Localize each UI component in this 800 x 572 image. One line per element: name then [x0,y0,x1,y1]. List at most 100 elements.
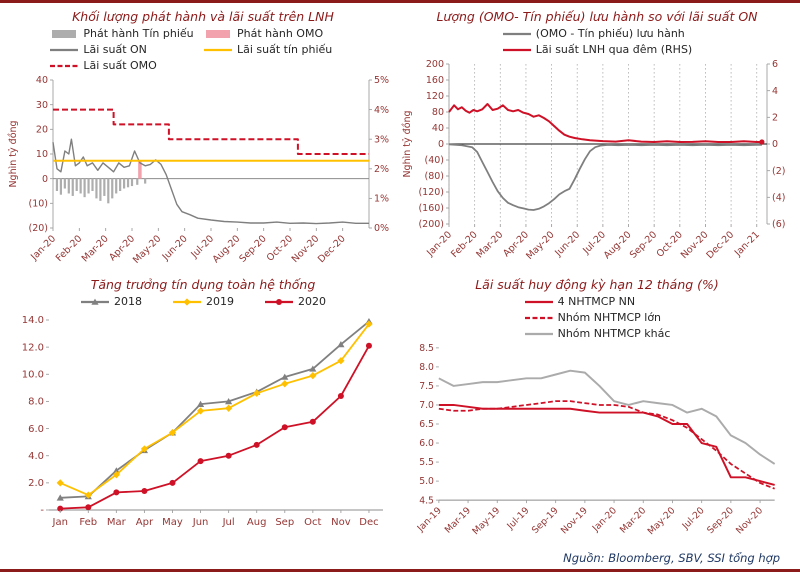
y-tick-label: 8.0 [28,397,44,408]
x-tick-label: Jul [222,517,235,528]
chart-deposit-rates-12m: Lãi suất huy động kỳ hạn 12 tháng (%) 4 … [400,275,794,547]
x-tick-label: May-20 [131,233,164,266]
x-tick-label: Sep [275,517,294,528]
x-tick-label: Nov-20 [679,229,711,261]
x-tick-label: Feb [79,517,97,528]
legend-label: Lãi suất tín phiếu [237,43,333,56]
legend-label: 4 NHTMCP NN [557,295,636,308]
bar-phat-hanh-tin-phieu [144,178,147,184]
marker-circle [337,393,344,399]
x-tick-label: Sep-20 [705,505,736,536]
series-4-nhtmcp-nn [438,403,775,486]
y-tick-label: (10) [28,199,48,210]
chart-legend: 2018 2019 2020 [6,294,400,310]
legend-item-nam-2019: 2019 [172,294,234,310]
x-tick-label: Jun [192,517,209,528]
swatch-bar [206,30,230,38]
chart-title: Khối lượng phát hành và lãi suất trên LN… [72,9,334,24]
y-tick-label: 5.5 [419,457,434,468]
bar-phat-hanh-tin-phieu [136,178,139,185]
charts-grid: Khối lượng phát hành và lãi suất trên LN… [6,7,794,547]
x-tick-label: Jan-20 [424,229,454,259]
bar-phat-hanh-tin-phieu [130,178,134,187]
y-tick-label: 40 [36,75,48,86]
y-tick-label: 0 [772,139,778,150]
marker-triangle [91,298,99,305]
x-tick-label: Sep-20 [237,233,268,264]
legend-item-lai-suat-tin-phieu: Lãi suất tín phiếu [203,42,357,58]
x-tick-label: Mar-20 [80,233,111,264]
y-tick-label: (200) [418,219,444,230]
chart-legend: 4 NHTMCP NN Nhóm NHTMCP lớn Nhóm NHTMCP kh… [524,294,670,342]
y-tick-label: 1% [374,194,389,205]
legend-item-lai-suat-lnh-qua-dem: Lãi suất LNH qua đêm (RHS) [502,42,692,58]
bar-phat-hanh-tin-phieu [55,178,59,191]
source-note: Nguồn: Bloomberg, SBV, SSI tổng hợp [563,551,780,565]
bar-phat-hanh-tin-phieu [91,178,94,191]
series-lai-suat-lnh-qua-dem [448,103,762,143]
marker-circle [113,489,120,496]
nam-2020-swatch-icon [265,299,293,305]
bar-phat-hanh-tin-phieu [95,178,98,199]
x-tick-label: Nov-19 [559,505,590,536]
series-omo-tin-phieu-luu-hanh [448,143,762,211]
legend-item-4-nhtmcp-nn: 4 NHTMCP NN [524,294,635,310]
y-tick-label: 30 [36,100,48,111]
y-tick-label: 10.0 [22,369,44,380]
series-lai-suat-on [52,138,369,225]
y-tick-label: 2% [374,164,389,175]
x-tick-label: Mar-20 [618,505,648,535]
lai-suat-tin-phieu-swatch-icon [204,48,232,52]
y-axis-title: Nghìn tỷ đồng [402,110,413,177]
chart-legend: Phát hành Tín phiếu Phát hành OMO Lãi suất… [49,26,356,74]
y-tick-label: 6.0 [28,424,44,435]
y-tick-label: 5.0 [419,476,434,487]
marker-circle [57,505,64,512]
x-tick-label: May-20 [646,505,678,537]
bar-phat-hanh-tin-phieu [103,178,106,196]
x-tick-label: Feb-20 [449,229,480,260]
bar-phat-hanh-tin-phieu [71,178,74,196]
y-tick-label: 6 [772,59,778,70]
y-tick-label: 0% [374,223,389,234]
marker-circle [276,299,282,305]
series-nam-2018 [60,320,370,499]
y-tick-label: 4% [374,105,389,116]
bar-phat-hanh-tin-phieu [67,178,70,194]
legend-label: Lãi suất OMO [83,59,157,72]
legend-label: 2019 [206,295,234,308]
lai-suat-omo-swatch-icon [50,64,79,68]
legend-item-lai-suat-on: Lãi suất ON [49,42,203,58]
y-tick-label: 4.5 [419,495,434,506]
phat-hanh-omo-swatch-icon [206,30,230,38]
y-tick-label: - [40,505,44,516]
omo-tin-phieu-luu-hanh-swatch-icon [502,32,531,36]
y-tick-label: (80) [424,171,444,182]
y-tick-label: 160 [426,75,444,86]
x-tick-label: Dec-20 [316,233,348,265]
y-tick-label: (120) [418,187,444,198]
y-tick-label: 20 [36,125,48,136]
nhom-nhtmcp-khac-swatch-icon [524,332,553,336]
x-tick-label: Jan-21 [732,229,762,259]
y-tick-label: 5% [374,75,389,86]
lai-suat-on-swatch-icon [50,48,79,52]
x-tick-label: Apr [136,517,154,528]
nam-2019-swatch-icon [173,298,201,306]
y-tick-label: 14.0 [22,315,44,326]
bar-phat-hanh-tin-phieu [83,178,86,198]
x-tick-label: Jan-20 [28,233,58,263]
x-tick-label: Feb-20 [54,233,85,264]
lai-suat-lnh-qua-dem-swatch-icon [502,48,531,52]
marker-diamond [337,357,345,365]
chart-plot: 200 160 120 80 40 0 (40) (80) (120) (160) (200) 6 4 2… [402,59,785,262]
chart-title: Lượng (OMO- Tín phiếu) lưu hành so với l… [436,9,758,24]
marker-diamond [183,298,191,306]
legend-label: Lãi suất LNH qua đêm (RHS) [535,43,693,56]
chart-omo-outstanding-vs-on-rate: Lượng (OMO- Tín phiếu) lưu hành so với l… [400,7,794,275]
x-tick-label: Dec-20 [704,229,736,261]
bar-phat-hanh-tin-phieu [107,178,110,204]
x-tick-label: Nov-20 [290,233,322,265]
marker-diamond [112,471,120,479]
x-tick-label: Mar-20 [474,229,505,260]
